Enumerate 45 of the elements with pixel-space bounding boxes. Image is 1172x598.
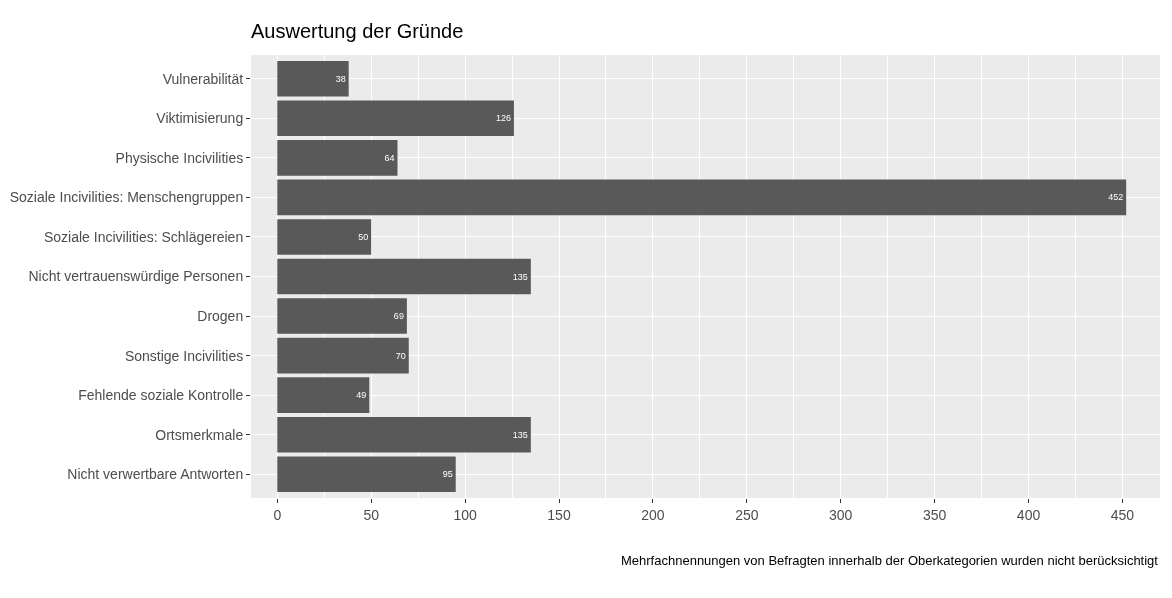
data-label: 64 [384,152,395,163]
data-label: 126 [495,113,511,124]
bar [277,416,531,453]
data-label: 69 [393,311,404,322]
x-tick-label: 0 [273,506,282,523]
bar [277,298,407,334]
bar [277,100,514,137]
y-tick-label: Nicht vertrauenswürdige Personen [28,268,244,285]
x-tick-label: 400 [1016,506,1041,523]
data-label: 50 [358,231,369,242]
y-tick-label: Viktimisierung [156,110,244,127]
y-tick-label: Sonstige Incivilities [124,347,244,364]
bar [277,219,372,255]
y-tick-label: Drogen [197,307,244,324]
data-label: 70 [395,350,406,361]
y-tick-label: Vulnerabilität [162,70,244,87]
bar [277,258,531,295]
x-tick-label: 450 [1110,506,1135,523]
data-label: 95 [442,469,453,480]
x-tick-label: 350 [922,506,947,523]
y-tick-label: Physische Incivilities [115,149,244,166]
bar [277,337,409,374]
y-tick-label: Ortsmerkmale [155,426,244,443]
data-label: 135 [512,429,528,440]
y-tick-label: Fehlende soziale Kontrolle [78,387,244,404]
x-tick-label: 100 [453,506,477,523]
y-tick-label: Soziale Incivilities: Schlägereien [43,228,244,245]
y-tick-label: Soziale Incivilities: Menschengruppen [9,189,244,206]
data-label: 135 [512,271,528,282]
bar [277,456,456,493]
x-tick-label: 300 [829,506,853,523]
bar [277,140,398,176]
data-label: 38 [335,73,346,84]
x-tick-label: 50 [363,506,380,523]
y-tick-label: Nicht verwertbare Antworten [67,466,244,483]
x-tick-label: 200 [641,506,665,523]
text: Mehrfachnennungen von Befragten innerhalb der Oberkategorien wurden nicht berücksichtigt [621,553,1159,568]
bar [277,60,349,97]
data-label: 49 [356,390,367,401]
data-label: 452 [1108,192,1124,203]
bar [277,179,1127,216]
bar [277,377,370,413]
chart-title: Auswertung der Gründe [251,19,464,42]
x-tick-label: 250 [735,506,759,523]
x-tick-label: 150 [547,506,571,523]
